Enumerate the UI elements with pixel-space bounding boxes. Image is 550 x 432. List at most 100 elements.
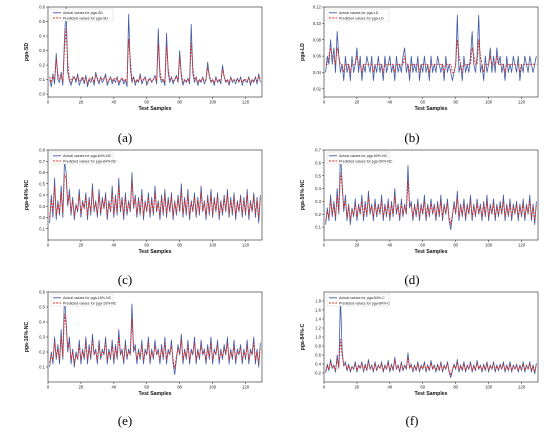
y-tick-label: 0.6 xyxy=(315,353,321,358)
panel-caption: (a) xyxy=(118,130,132,145)
y-tick-label: 0.10 xyxy=(313,21,322,26)
y-tick-label: 0.1 xyxy=(39,365,45,370)
chart-panel-5: 0.1 0.2 0.3 0.4 0.5 0.6 0 20 40 60 80 100 120 Test Sa… xyxy=(24,290,263,397)
x-axis-label: Test Samples xyxy=(414,106,447,112)
x-tick-label: 40 xyxy=(388,100,393,105)
x-axis-label: Test Samples xyxy=(414,249,447,255)
x-tick-label: 60 xyxy=(420,243,425,248)
y-tick-label: 0.4 xyxy=(39,320,45,325)
y-tick-label: 0.1 xyxy=(39,226,45,231)
x-tick-label: 20 xyxy=(79,243,84,248)
y-axis-label: pga-84%-C xyxy=(300,323,306,350)
x-tick-label: 60 xyxy=(420,100,425,105)
x-tick-label: 60 xyxy=(144,243,149,248)
predicted-series-line xyxy=(49,314,261,369)
legend-label: Actual values for pga-16%-NC xyxy=(63,296,112,300)
x-tick-label: 100 xyxy=(485,100,493,105)
legend-label: Predicted values for pga-84%-C xyxy=(339,301,390,305)
x-tick-label: 40 xyxy=(112,100,117,105)
y-tick-label: 1.4 xyxy=(315,317,321,322)
y-tick-label: 0.6 xyxy=(39,5,45,10)
x-tick-label: 40 xyxy=(112,385,117,390)
legend-box xyxy=(50,293,114,307)
x-axis-label: Test Samples xyxy=(138,249,171,255)
y-tick-label: 0.3 xyxy=(315,199,321,204)
legend-label: Actual values for pga-50%-NC xyxy=(339,154,388,158)
panel-caption: (d) xyxy=(404,272,419,287)
x-tick-label: 0 xyxy=(47,385,50,390)
y-tick-label: 0.4 xyxy=(39,193,45,198)
x-tick-label: 0 xyxy=(323,385,326,390)
y-tick-label: 0.2 xyxy=(315,212,321,217)
y-tick-label: 0.06 xyxy=(313,54,322,59)
y-tick-label: 0.2 xyxy=(39,215,45,220)
x-tick-label: 60 xyxy=(420,385,425,390)
x-tick-label: 0 xyxy=(323,100,326,105)
legend-box xyxy=(326,293,390,307)
x-axis-label: Test Samples xyxy=(138,391,171,397)
y-tick-label: 0.7 xyxy=(39,159,45,164)
x-tick-label: 0 xyxy=(323,243,326,248)
x-tick-label: 100 xyxy=(209,385,217,390)
x-tick-label: 20 xyxy=(355,100,360,105)
y-axis-label: pga-16%-NC xyxy=(24,321,30,352)
x-tick-label: 120 xyxy=(242,100,250,105)
y-tick-label: 0.5 xyxy=(39,305,45,310)
y-tick-label: 0.4 xyxy=(39,34,45,39)
plot-frame xyxy=(323,149,539,241)
x-tick-label: 120 xyxy=(518,243,526,248)
y-tick-label: 0.6 xyxy=(315,160,321,165)
y-tick-label: 0.0 xyxy=(39,92,45,97)
legend-box xyxy=(326,8,390,22)
legend-box xyxy=(50,151,114,165)
x-tick-label: 80 xyxy=(453,100,458,105)
x-tick-label: 80 xyxy=(177,385,182,390)
y-tick-label: 0.1 xyxy=(39,77,45,82)
x-tick-label: 20 xyxy=(79,100,84,105)
x-tick-label: 60 xyxy=(144,385,149,390)
actual-series-line xyxy=(49,294,261,375)
y-tick-label: 0.4 xyxy=(315,186,321,191)
x-tick-label: 40 xyxy=(112,243,117,248)
y-axis-label: pga-50%-NC xyxy=(300,179,306,210)
y-tick-label: 0.3 xyxy=(39,335,45,340)
x-tick-label: 120 xyxy=(242,243,250,248)
y-tick-label: 1.6 xyxy=(315,308,321,313)
predicted-series-line xyxy=(49,28,261,85)
chart-panel-4: 0.1 0.2 0.3 0.4 0.5 0.6 0.7 0 20 40 60 80 100 120 Test… xyxy=(300,148,539,255)
panel-caption: (b) xyxy=(404,130,419,145)
legend-box xyxy=(326,151,390,165)
legend-label: Predicted values for pga-84%-NC xyxy=(63,159,117,163)
predicted-series-line xyxy=(325,338,537,376)
x-tick-label: 40 xyxy=(388,385,393,390)
y-tick-label: 0.4 xyxy=(315,362,321,367)
x-tick-label: 0 xyxy=(47,243,50,248)
actual-series-line xyxy=(325,14,537,82)
panel-caption: (f) xyxy=(406,413,419,428)
y-tick-label: 0.5 xyxy=(39,181,45,186)
y-tick-label: 0.3 xyxy=(39,48,45,53)
x-axis-label: Test Samples xyxy=(138,106,171,112)
y-tick-label: 0.08 xyxy=(313,37,322,42)
y-axis-label: pga-84%-NC xyxy=(24,179,30,210)
chart-panel-1: 0.0 0.1 0.2 0.3 0.4 0.5 0.6 0 20 40 60 80 100 120 Test… xyxy=(24,5,263,112)
x-tick-label: 120 xyxy=(242,385,250,390)
y-tick-label: 0.5 xyxy=(315,173,321,178)
x-tick-label: 100 xyxy=(485,385,493,390)
y-tick-label: 1.8 xyxy=(315,299,321,304)
plot-frame xyxy=(47,6,263,98)
legend-label: Actual values for pga-84%-NC xyxy=(63,154,112,158)
y-tick-label: 0.04 xyxy=(313,70,322,75)
x-tick-label: 40 xyxy=(388,243,393,248)
legend-label: Actual values for pga-SD xyxy=(63,11,103,15)
chart-panel-2: 0.02 0.04 0.06 0.08 0.10 0.12 0 20 40 60 80 100 120 T… xyxy=(300,5,539,112)
y-tick-label: 0.1 xyxy=(315,225,321,230)
legend-label: Actual values for pga-LD xyxy=(339,11,379,15)
y-tick-label: 1.0 xyxy=(315,335,321,340)
